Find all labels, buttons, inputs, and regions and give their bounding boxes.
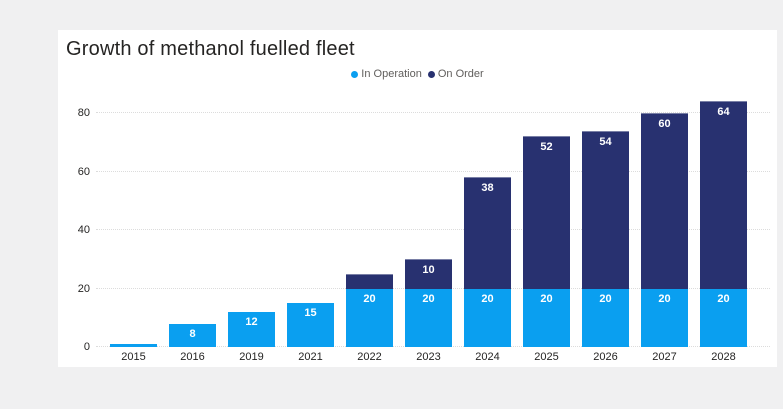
x-axis-tick-label: 2024: [475, 351, 500, 363]
bar-column-2022: 20: [340, 273, 399, 347]
bar-value-label: 52: [540, 141, 553, 154]
bar-segment-on-order-2022[interactable]: [346, 273, 393, 289]
bar-stack: 15: [287, 303, 334, 347]
in-operation-swatch-icon: [351, 70, 359, 78]
bar-column-2026: 54 20: [576, 130, 635, 347]
bar-segment-in-operation-2026[interactable]: 20: [582, 288, 629, 347]
y-axis-tick-label: 0: [83, 341, 90, 353]
x-axis-tick-label: 2015: [121, 351, 146, 363]
bar-value-label: 20: [422, 292, 435, 305]
bar-stack: 8: [169, 323, 216, 347]
legend: In Operation On Order: [58, 67, 777, 81]
bar-value-label: 10: [422, 264, 435, 277]
legend-label-in-operation: In Operation: [361, 68, 422, 80]
bar-segment-on-order-2027[interactable]: 60: [641, 113, 688, 289]
bar-stack: 60 20: [641, 113, 688, 347]
bar-value-label: 64: [717, 106, 730, 119]
x-axis-tick-label: 2027: [652, 351, 677, 363]
bar-segment-in-operation-2016[interactable]: 8: [169, 323, 216, 347]
bar-segment-in-operation-2019[interactable]: 12: [228, 311, 275, 347]
legend-item-on-order[interactable]: On Order: [427, 68, 484, 80]
on-order-swatch-icon: [427, 70, 435, 78]
x-axis-tick-label: 2016: [180, 351, 205, 363]
y-axis-tick-label: 40: [77, 224, 90, 236]
bar-column-2025: 52 20: [517, 136, 576, 347]
y-axis: 0 20 40 60 80: [58, 101, 90, 353]
bar-value-label: 54: [599, 135, 612, 148]
bar-column-2023: 10 20: [399, 259, 458, 347]
x-axis-tick-label: 2025: [534, 351, 559, 363]
bar-column-2016: 8: [163, 323, 222, 347]
bar-column-2019: 12: [222, 311, 281, 347]
gridline-40: [96, 229, 770, 230]
x-axis-tick-label: 2023: [416, 351, 441, 363]
chart-title: Growth of methanol fuelled fleet: [66, 38, 355, 60]
bar-segment-in-operation-2027[interactable]: 20: [641, 288, 688, 347]
gridline-60: [96, 170, 770, 172]
x-axis: 2015 2016 2019 2021 2022 2023 2024 2025 2026 2027…: [104, 351, 753, 365]
y-axis-tick-label: 20: [77, 282, 90, 295]
bar-segment-on-order-2028[interactable]: 64: [700, 101, 747, 289]
x-axis-tick-label: 2019: [239, 351, 264, 363]
bar-stack: 10 20: [405, 259, 452, 347]
bar-value-label: 15: [304, 307, 317, 320]
bar-segment-in-operation-2015[interactable]: [110, 344, 157, 347]
bar-value-label: 60: [658, 118, 671, 130]
bar-stack: 54 20: [582, 130, 629, 347]
bar-column-2028: 64 20: [694, 101, 753, 347]
bar-column-2021: 15: [281, 303, 340, 347]
bar-segment-on-order-2023[interactable]: 10: [405, 259, 452, 289]
bar-value-label: 20: [599, 292, 612, 305]
bar-segment-in-operation-2022[interactable]: 20: [346, 288, 393, 347]
bar-stack: 38 20: [464, 177, 511, 347]
bar-segment-in-operation-2021[interactable]: 15: [287, 303, 334, 347]
bar-stack: 64 20: [700, 101, 747, 347]
bar-value-label: 20: [540, 292, 553, 305]
plot-area: 8 12 15 20 10 20 38 20 52 20 54 20 60 20 64 20: [104, 57, 753, 347]
y-axis-tick-label: 80: [77, 107, 90, 119]
y-axis-tick-label: 60: [77, 165, 90, 178]
bar-segment-in-operation-2025[interactable]: 20: [523, 288, 570, 347]
gridline-80: [96, 112, 770, 113]
legend-item-in-operation[interactable]: In Operation: [351, 68, 422, 80]
bar-stack: 12: [228, 311, 275, 347]
bar-column-2015: [104, 344, 163, 347]
legend-label-on-order: On Order: [437, 68, 484, 80]
bar-segment-on-order-2025[interactable]: 52: [523, 136, 570, 289]
bar-segment-on-order-2026[interactable]: 54: [582, 130, 629, 289]
bar-value-label: 20: [658, 292, 671, 305]
x-axis-tick-label: 2028: [711, 351, 736, 363]
chart-card: Growth of methanol fuelled fleet In Oper…: [58, 30, 777, 367]
bar-value-label: 20: [363, 292, 376, 305]
bar-segment-on-order-2024[interactable]: 38: [464, 177, 511, 289]
bar-value-label: 20: [717, 292, 730, 305]
bar-column-2027: 60 20: [635, 113, 694, 347]
bar-segment-in-operation-2024[interactable]: 20: [464, 288, 511, 347]
bar-stack: 20: [346, 273, 393, 347]
bar-column-2024: 38 20: [458, 177, 517, 347]
x-axis-tick-label: 2026: [593, 351, 618, 363]
bar-value-label: 12: [245, 315, 258, 328]
bar-value-label: 8: [189, 327, 196, 340]
x-axis-tick-label: 2022: [357, 351, 382, 363]
bar-stack: 52 20: [523, 136, 570, 347]
bar-segment-in-operation-2028[interactable]: 20: [700, 288, 747, 347]
bar-value-label: 20: [481, 292, 494, 305]
x-axis-tick-label: 2021: [298, 351, 323, 363]
bar-segment-in-operation-2023[interactable]: 20: [405, 288, 452, 347]
bar-value-label: 38: [481, 182, 494, 195]
bar-stack: [110, 344, 157, 347]
